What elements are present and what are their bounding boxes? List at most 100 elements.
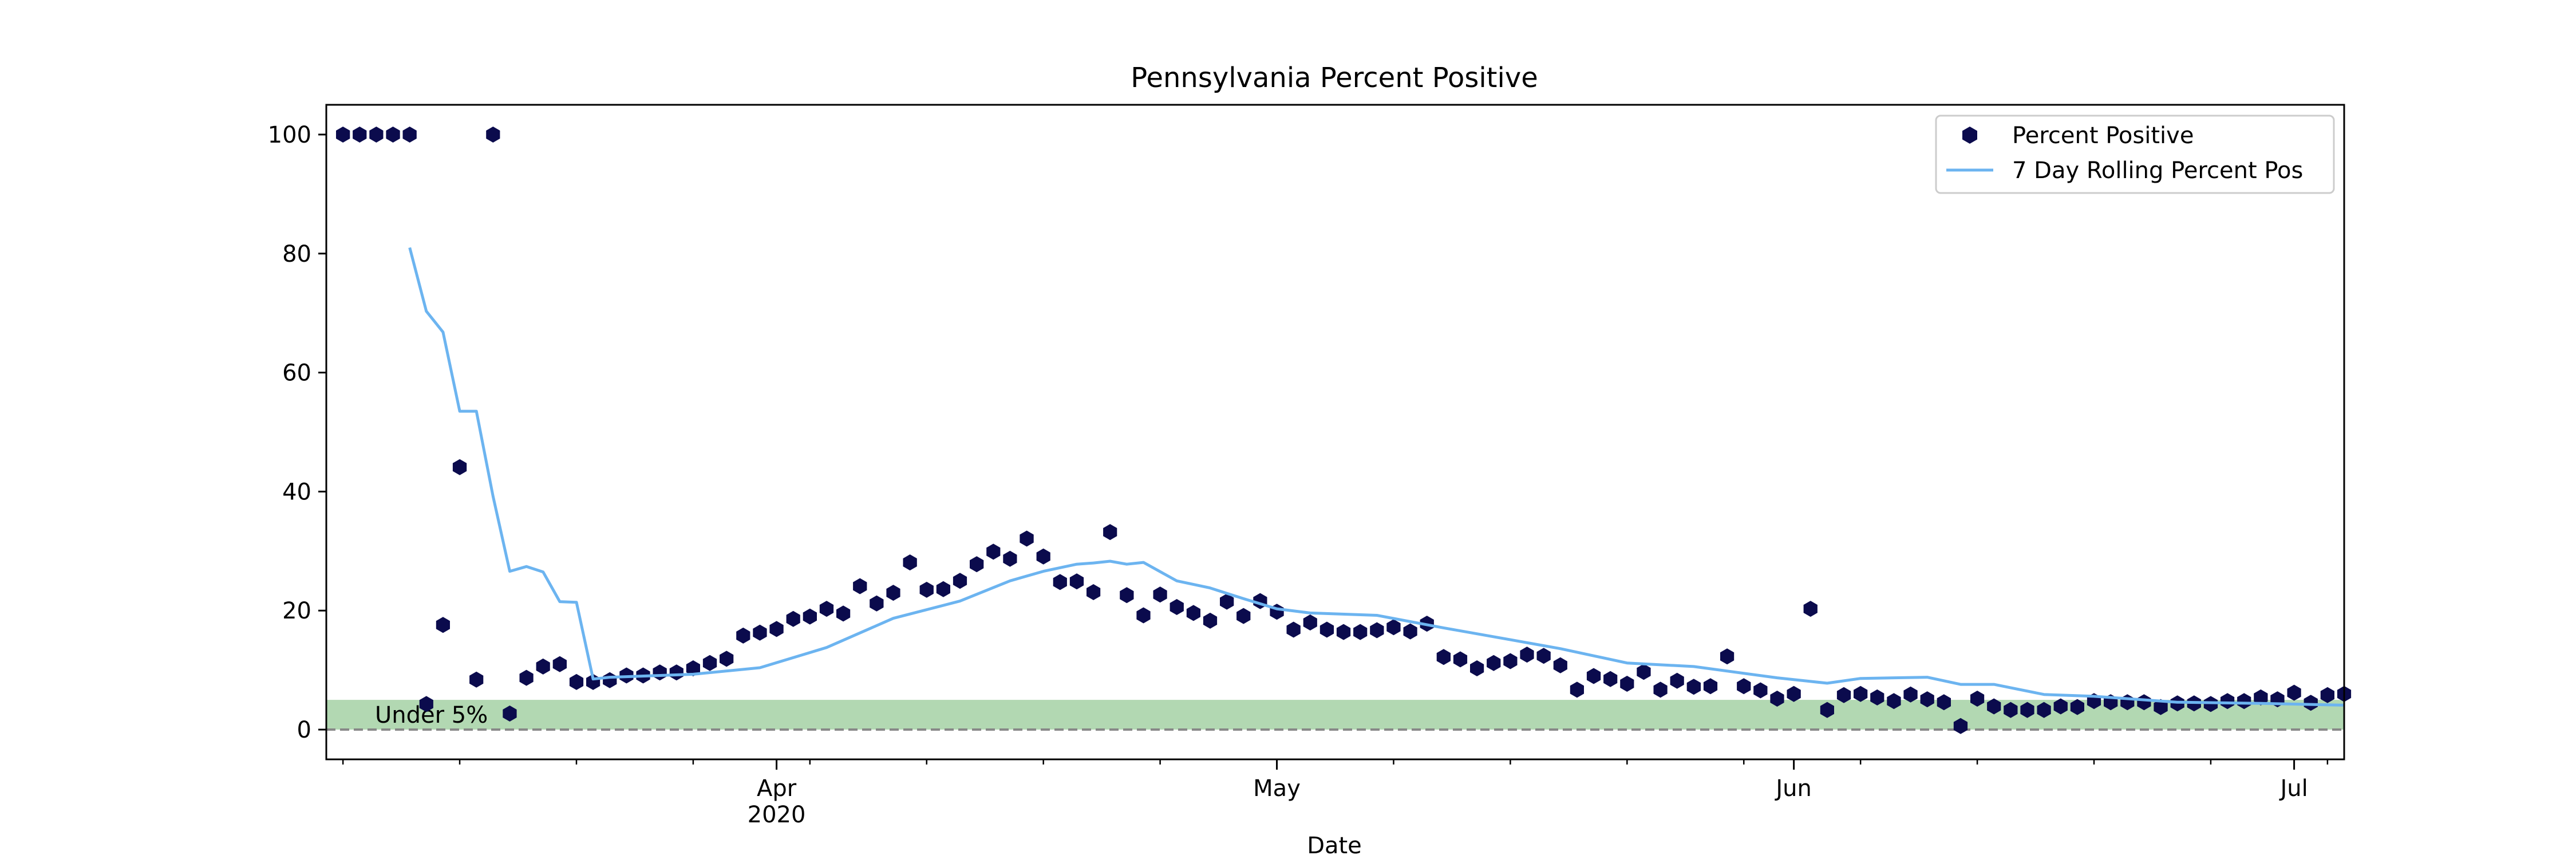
- percent-positive-point: [2221, 693, 2235, 710]
- percent-positive-point: [1570, 681, 1584, 698]
- percent-positive-point: [803, 608, 817, 625]
- percent-positive-point: [1987, 698, 2001, 715]
- percent-positive-point: [1920, 691, 1934, 708]
- percent-positive-point: [1286, 621, 1301, 638]
- percent-positive-point: [369, 127, 384, 143]
- y-tick-label: 40: [282, 479, 311, 505]
- legend-label-percent-positive: Percent Positive: [2012, 123, 2194, 149]
- percent-positive-point: [853, 578, 867, 594]
- percent-positive-point: [1503, 653, 1518, 669]
- percent-positive-point: [1487, 655, 1501, 671]
- percent-positive-point: [2254, 689, 2268, 706]
- percent-positive-point: [1086, 584, 1101, 600]
- percent-positive-point: [1937, 694, 1951, 711]
- percent-positive-point: [970, 556, 984, 573]
- percent-positive-point: [653, 664, 667, 681]
- percent-positive-point: [953, 573, 967, 589]
- percent-positive-point: [2154, 699, 2168, 715]
- percent-positive-point: [736, 627, 750, 644]
- percent-positive-point: [1319, 621, 1334, 638]
- percent-positive-point: [786, 610, 800, 627]
- percent-positive-point: [1403, 623, 1417, 640]
- percent-positive-point: [870, 595, 884, 612]
- plot-frame: [325, 104, 2345, 761]
- percent-positive-point: [2320, 687, 2334, 703]
- percent-positive-point: [536, 658, 550, 675]
- x-tick-sublabel: 2020: [748, 802, 806, 828]
- percent-positive-point: [336, 127, 350, 143]
- percent-positive-point: [669, 664, 683, 681]
- percent-positive-point: [1136, 607, 1151, 624]
- percent-positive-point: [552, 656, 567, 672]
- legend: Percent Positive 7 Day Rolling Percent P…: [1935, 115, 2335, 194]
- percent-positive-point: [936, 581, 950, 597]
- percent-positive-point: [1103, 524, 1117, 541]
- percent-positive-point: [1186, 605, 1200, 621]
- percent-positive-point: [436, 617, 450, 633]
- percent-positive-point: [1236, 608, 1251, 624]
- percent-positive-point: [2053, 698, 2068, 715]
- percent-positive-point: [1903, 686, 1918, 703]
- percent-positive-point: [1670, 672, 1684, 689]
- percent-positive-point: [1686, 679, 1701, 695]
- percent-positive-point: [1553, 657, 1567, 673]
- percent-positive-point: [486, 127, 500, 143]
- percent-positive-point: [1854, 685, 1868, 702]
- percent-positive-point: [386, 127, 400, 143]
- legend-label-rolling: 7 Day Rolling Percent Pos: [2012, 157, 2303, 184]
- scatter-points-layer: [336, 127, 2352, 734]
- percent-positive-point: [1470, 660, 1484, 676]
- legend-marker-percent-positive: [1962, 127, 1977, 144]
- percent-positive-point: [1303, 614, 1317, 631]
- percent-positive-point: [1970, 691, 1985, 707]
- y-tick-label: 80: [282, 241, 311, 267]
- x-axis-label: Date: [1307, 833, 1362, 859]
- percent-positive-point: [1737, 678, 1751, 695]
- percent-positive-point: [419, 696, 433, 712]
- percent-positive-point: [1953, 718, 1968, 734]
- percent-positive-point: [1703, 678, 1718, 695]
- percent-positive-point: [1653, 681, 1668, 698]
- y-tick-label: 0: [297, 717, 311, 743]
- percent-positive-point: [1020, 530, 1034, 547]
- percent-positive-point: [503, 706, 517, 722]
- percent-positive-point: [1436, 649, 1451, 665]
- y-tick-label: 20: [282, 598, 311, 624]
- percent-positive-point: [1620, 676, 1634, 692]
- percent-positive-point: [1036, 548, 1050, 565]
- percent-positive-point: [836, 605, 851, 622]
- percent-positive-point: [1353, 624, 1368, 640]
- percent-positive-point: [1003, 550, 1017, 567]
- x-tick-label: Apr: [757, 775, 797, 802]
- percent-positive-point: [1870, 689, 1884, 706]
- x-tick-label: Jul: [2278, 775, 2308, 802]
- percent-positive-point: [702, 655, 717, 671]
- percent-positive-point: [819, 601, 834, 617]
- percent-positive-point: [686, 660, 700, 676]
- percent-positive-point: [2004, 702, 2018, 718]
- percent-positive-point: [1603, 671, 1618, 687]
- percent-positive-point: [903, 554, 917, 571]
- percent-positive-point: [1536, 648, 1551, 664]
- percent-positive-point: [1220, 593, 1234, 610]
- percent-positive-point: [2020, 702, 2034, 718]
- percent-positive-point: [1770, 691, 1784, 707]
- percent-positive-point: [452, 459, 467, 475]
- x-tick-label: May: [1253, 775, 1301, 802]
- percent-positive-point: [1887, 693, 1901, 710]
- rolling-line-layer: [408, 247, 2345, 707]
- percent-positive-point: [2070, 699, 2084, 715]
- percent-positive-point: [402, 127, 417, 143]
- percent-positive-point: [1053, 574, 1067, 590]
- percent-positive-point: [986, 543, 1001, 560]
- percent-positive-point: [1370, 622, 1384, 639]
- percent-positive-point: [2287, 684, 2301, 701]
- percent-positive-point: [1170, 599, 1184, 615]
- percent-positive-point: [2237, 693, 2251, 710]
- percent-positive-point: [1637, 664, 1651, 680]
- y-tick-label: 60: [282, 360, 311, 387]
- percent-positive-point: [519, 669, 534, 686]
- chart-title: Pennsylvania Percent Positive: [1131, 62, 1538, 94]
- percent-positive-point: [1336, 624, 1351, 640]
